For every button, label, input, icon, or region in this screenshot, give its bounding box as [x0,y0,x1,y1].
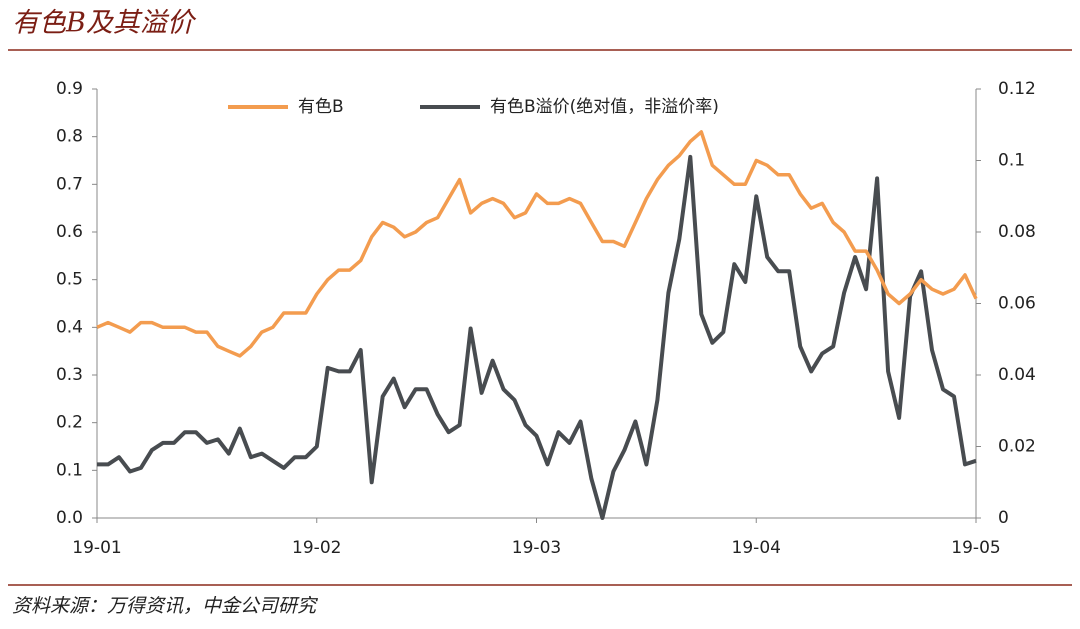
y-tick-label: 0.4 [56,317,83,337]
y-tick-label: 0.3 [56,365,83,385]
y2-tick-label: 0.04 [998,365,1036,385]
y2-tick-label: 0.12 [998,79,1036,99]
chart-title: 有色B及其溢价 [12,8,197,39]
y-tick-label: 0.8 [56,127,83,147]
y-tick-label: 0.6 [56,222,83,242]
y-tick-label: 0.5 [56,270,83,290]
x-tick-label: 19-05 [951,538,1000,558]
x-tick-label: 19-01 [72,538,121,558]
y2-tick-label: 0.08 [998,222,1036,242]
y2-tick-label: 0.02 [998,437,1036,457]
x-tick-label: 19-02 [292,538,341,558]
y-tick-label: 0.2 [56,413,83,433]
y-tick-label: 0.9 [56,79,83,99]
y-tick-label: 0.7 [56,174,83,194]
y-tick-label: 0.1 [56,460,83,480]
y2-tick-label: 0 [998,508,1009,528]
y2-tick-label: 0.1 [998,151,1025,171]
x-tick-label: 19-04 [732,538,781,558]
legend-label: 有色B [298,97,344,117]
line-series [96,130,978,358]
line-series [97,154,977,520]
source: 资料来源：万得资讯，中金公司研究 [12,595,319,617]
legend-label: 有色B溢价(绝对值，非溢价率) [490,97,719,117]
y-tick-label: 0.0 [56,508,83,528]
y2-tick-label: 0.06 [998,294,1036,314]
x-tick-label: 19-03 [512,538,561,558]
